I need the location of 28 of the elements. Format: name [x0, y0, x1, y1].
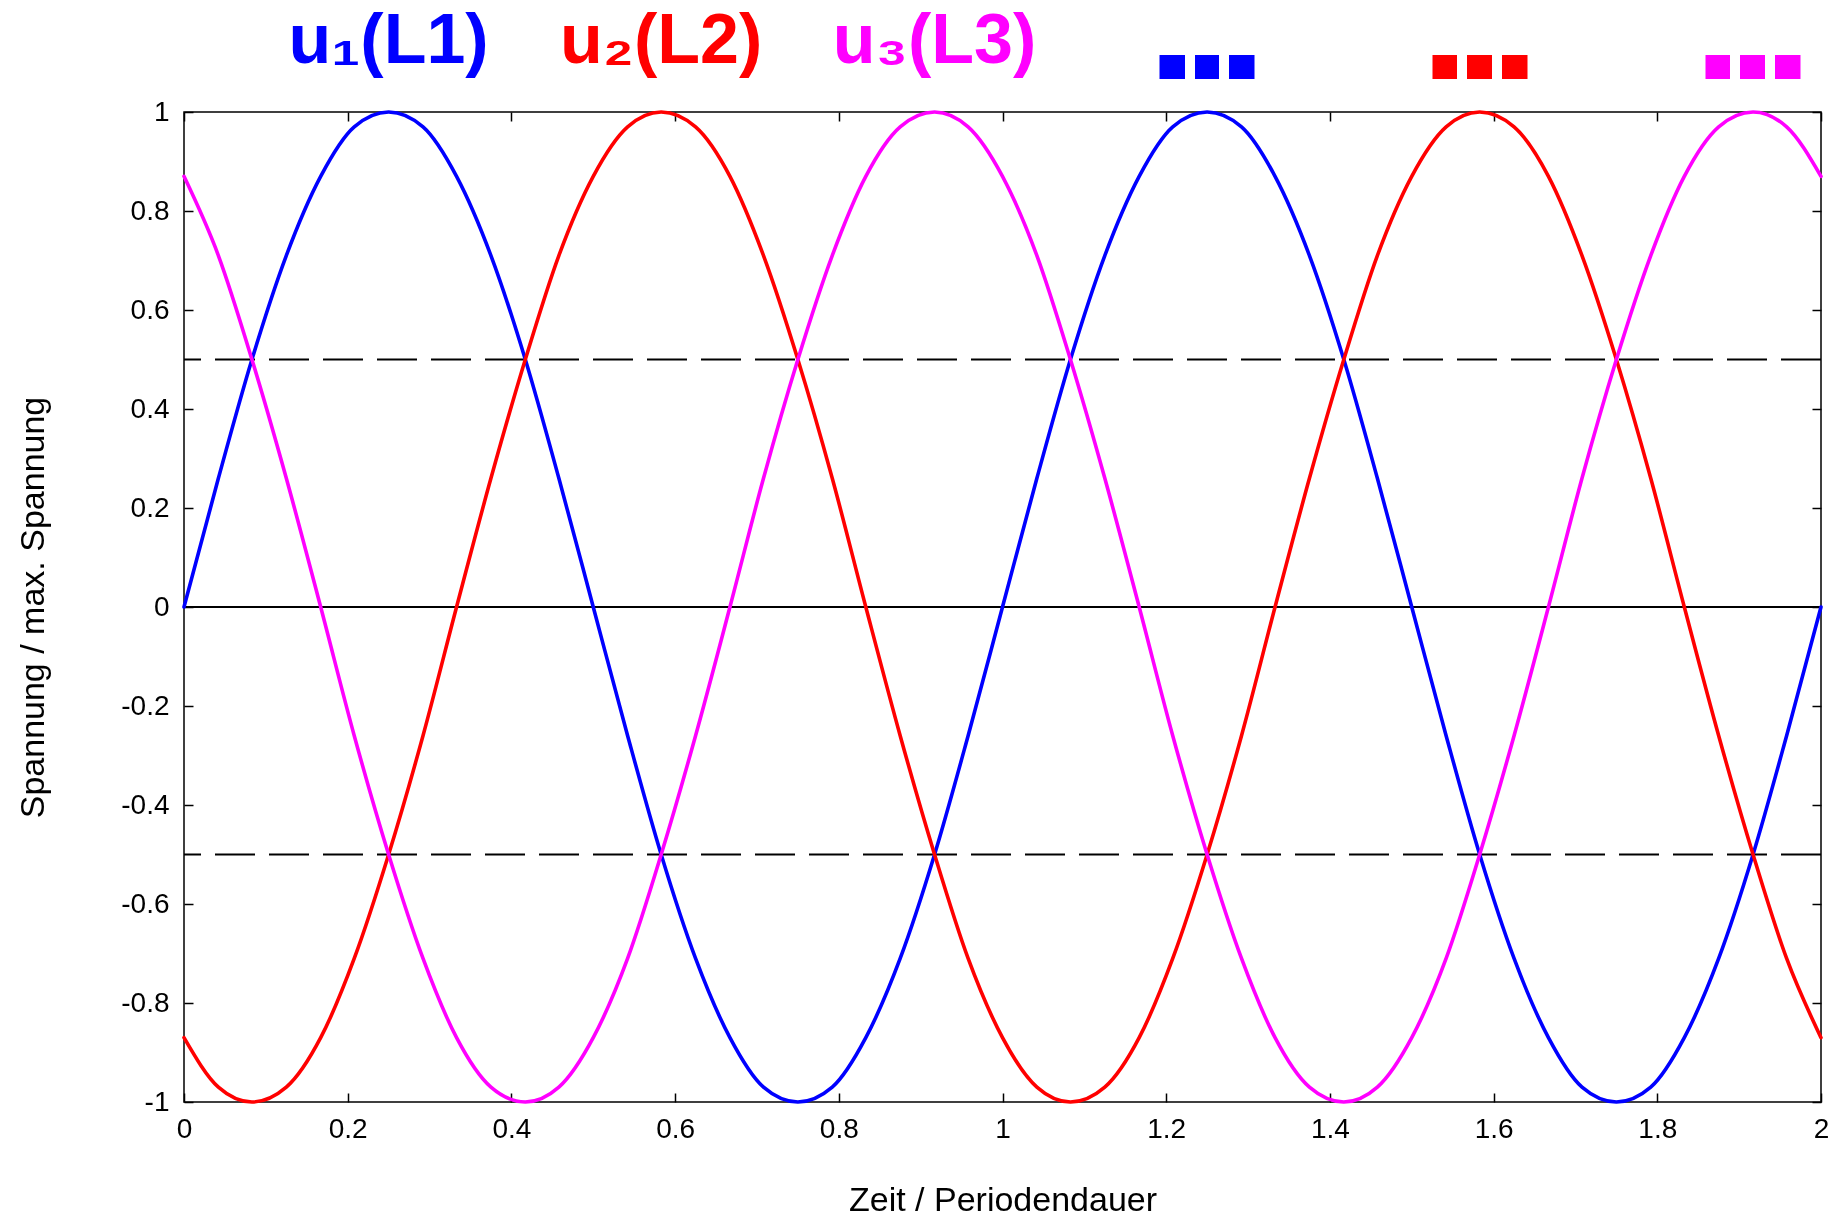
y-tick-label: 1	[153, 95, 170, 127]
y-tick-label: 0.8	[130, 194, 170, 226]
x-tick-label: 0.8	[819, 1112, 859, 1144]
series-label: u₂(L2)	[560, 0, 763, 78]
x-tick-label: 0	[176, 1112, 193, 1144]
x-tick-label: 0.4	[492, 1112, 532, 1144]
y-axis-title: Spannung / max. Spannung	[12, 396, 51, 819]
x-tick-label: 1.4	[1310, 1112, 1350, 1144]
x-tick-label: 1.2	[1147, 1112, 1187, 1144]
y-tick-label: 0	[153, 590, 170, 622]
x-tick-label: 2	[1813, 1112, 1830, 1144]
x-tick-label: 1.6	[1474, 1112, 1514, 1144]
y-tick-label: -0.4	[121, 788, 170, 820]
y-tick-label: -0.8	[121, 986, 170, 1018]
y-tick-label: 0.2	[130, 491, 170, 523]
line-series	[182, 110, 1823, 1104]
y-tick-label: -0.2	[121, 689, 170, 721]
x-tick-label: 0.6	[656, 1112, 696, 1144]
x-tick-label: 0.2	[328, 1112, 368, 1144]
legend-label: u₃(L3)	[832, 0, 1037, 78]
y-tick-label: -1	[144, 1085, 170, 1117]
y-tick-label: 0.6	[130, 293, 170, 325]
x-tick-label: 1	[995, 1112, 1011, 1144]
series-label: u₁(L1)	[288, 0, 489, 78]
x-tick-label: 1.8	[1638, 1112, 1678, 1144]
y-tick-label: -0.6	[121, 887, 170, 919]
x-axis-title: Zeit / Periodendauer	[848, 1179, 1158, 1218]
y-tick-label: 0.4	[130, 392, 170, 424]
